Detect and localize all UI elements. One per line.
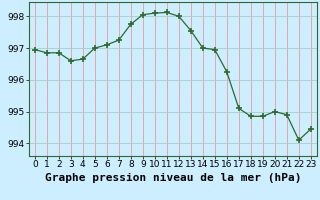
X-axis label: Graphe pression niveau de la mer (hPa): Graphe pression niveau de la mer (hPa) — [44, 173, 301, 183]
